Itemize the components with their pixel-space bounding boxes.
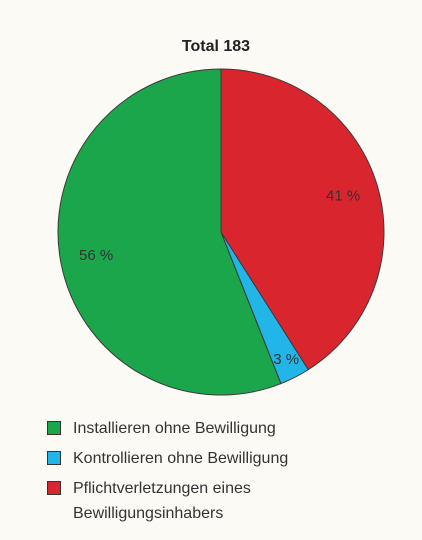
- pie-slice: [57, 68, 282, 396]
- legend-item: Kontrollieren ohne Bewilligung: [47, 446, 317, 471]
- legend-swatch: [47, 421, 61, 435]
- legend-swatch: [47, 481, 61, 495]
- legend-item: Pflichtverletzungen eines Bewilligungsin…: [47, 476, 317, 526]
- slice-label: 3 %: [273, 351, 299, 368]
- legend-label: Installieren ohne Bewilligung: [73, 420, 276, 437]
- chart-title: Total 183: [182, 38, 250, 55]
- legend-item: Installieren ohne Bewilligung: [47, 416, 317, 441]
- slice-label: 41 %: [326, 187, 360, 204]
- legend-label: Kontrollieren ohne Bewilligung: [73, 450, 289, 467]
- legend-label: Pflichtverletzungen eines Bewilligungsin…: [73, 480, 251, 522]
- legend: Installieren ohne Bewilligung Kontrollier…: [47, 416, 317, 531]
- chart: Total 183 56 % 3 % 41 %: [57, 38, 385, 396]
- pie-slice: [220, 68, 385, 371]
- slice-label: 56 %: [79, 247, 113, 264]
- legend-swatch: [47, 451, 61, 465]
